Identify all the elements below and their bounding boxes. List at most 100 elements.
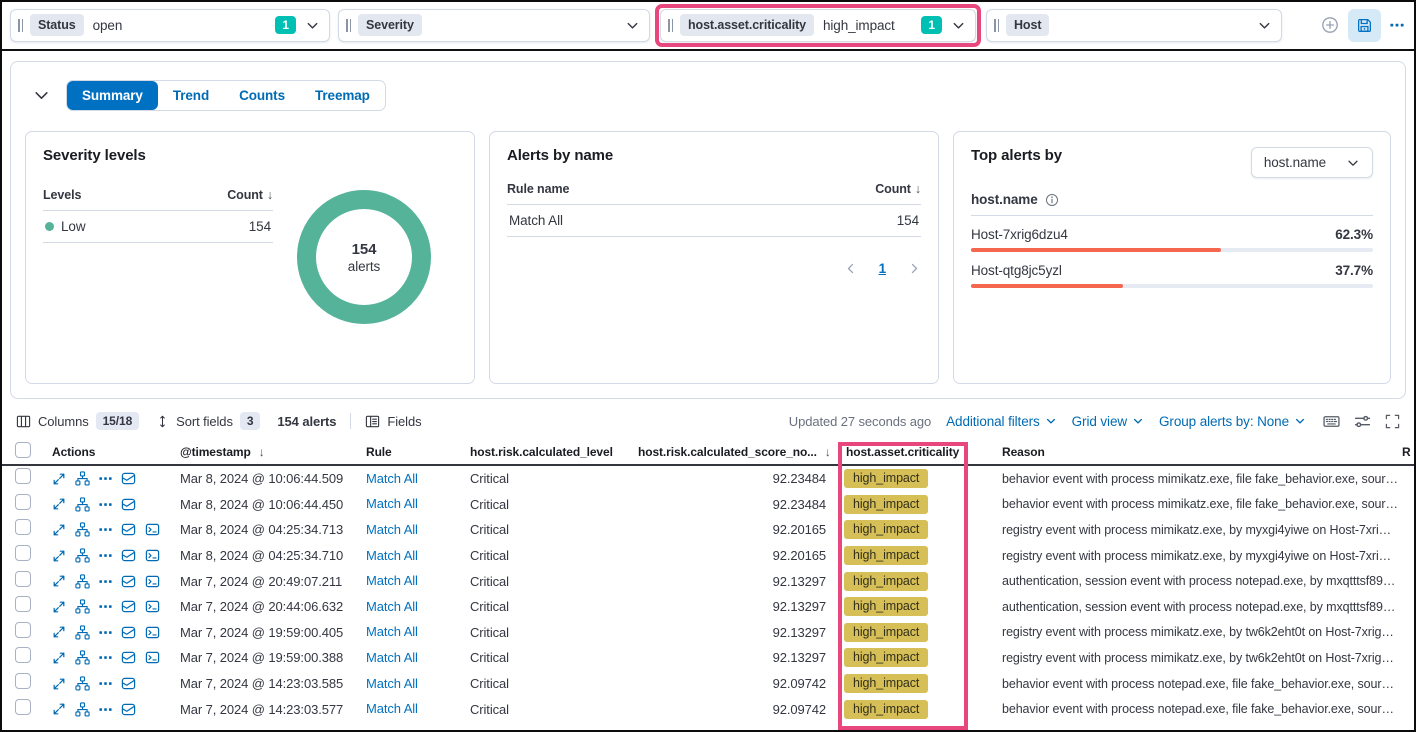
rule-link[interactable]: Match All xyxy=(366,573,418,589)
rule-link[interactable]: Match All xyxy=(366,624,418,640)
investigate-in-timeline-icon[interactable] xyxy=(121,625,136,640)
more-actions-icon[interactable] xyxy=(99,626,112,639)
row-checkbox[interactable] xyxy=(15,570,31,587)
analyze-event-icon[interactable] xyxy=(75,471,90,486)
more-actions-icon[interactable] xyxy=(99,523,112,536)
next-page-icon[interactable] xyxy=(908,262,921,275)
session-view-icon[interactable] xyxy=(145,522,160,537)
row-checkbox[interactable] xyxy=(15,493,31,510)
tab-trend[interactable]: Trend xyxy=(158,81,224,110)
row-checkbox[interactable] xyxy=(15,673,31,690)
session-view-icon[interactable] xyxy=(145,650,160,665)
display-options-icon[interactable] xyxy=(1354,413,1371,430)
more-actions-icon[interactable] xyxy=(99,549,112,562)
more-actions-icon[interactable] xyxy=(99,575,112,588)
expand-alert-icon[interactable] xyxy=(52,677,66,691)
investigate-in-timeline-icon[interactable] xyxy=(121,702,136,717)
expand-alert-icon[interactable] xyxy=(52,702,66,716)
investigate-in-timeline-icon[interactable] xyxy=(121,650,136,665)
row-checkbox[interactable] xyxy=(15,647,31,664)
drag-handle-icon[interactable] xyxy=(994,18,999,32)
row-checkbox[interactable] xyxy=(15,596,31,613)
collapse-chevron-icon[interactable] xyxy=(33,87,50,104)
investigate-in-timeline-icon[interactable] xyxy=(121,471,136,486)
rule-link[interactable]: Match All xyxy=(366,649,418,665)
filter-criticality[interactable]: host.asset.criticality high_impact 1 xyxy=(660,8,976,42)
row-checkbox[interactable] xyxy=(15,545,31,562)
drag-handle-icon[interactable] xyxy=(668,18,673,32)
grid-view-button[interactable]: Grid view xyxy=(1072,414,1144,429)
more-actions-icon[interactable] xyxy=(99,677,112,690)
investigate-in-timeline-icon[interactable] xyxy=(121,522,136,537)
more-actions-icon[interactable] xyxy=(99,600,112,613)
header-rule[interactable]: Rule xyxy=(366,444,392,459)
save-button[interactable] xyxy=(1348,8,1381,42)
more-actions-icon[interactable] xyxy=(99,703,112,716)
analyze-event-icon[interactable] xyxy=(75,522,90,537)
session-view-icon[interactable] xyxy=(145,599,160,614)
session-view-icon[interactable] xyxy=(145,574,160,589)
session-view-icon[interactable] xyxy=(145,625,160,640)
row-checkbox[interactable] xyxy=(15,468,31,485)
analyze-event-icon[interactable] xyxy=(75,676,90,691)
investigate-in-timeline-icon[interactable] xyxy=(121,599,136,614)
rule-link[interactable]: Match All xyxy=(366,598,418,614)
session-view-icon[interactable] xyxy=(145,548,160,563)
fields-button[interactable]: Fields xyxy=(365,414,422,429)
group-alerts-button[interactable]: Group alerts by: None xyxy=(1159,414,1306,429)
drag-handle-icon[interactable] xyxy=(346,18,351,32)
info-icon[interactable] xyxy=(1045,193,1059,207)
fullscreen-icon[interactable] xyxy=(1385,414,1400,429)
expand-alert-icon[interactable] xyxy=(52,497,66,511)
additional-filters-button[interactable]: Additional filters xyxy=(946,414,1057,429)
row-checkbox[interactable] xyxy=(15,621,31,638)
analyze-event-icon[interactable] xyxy=(75,625,90,640)
analyze-event-icon[interactable] xyxy=(75,702,90,717)
expand-alert-icon[interactable] xyxy=(52,523,66,537)
header-timestamp[interactable]: @timestamp ↓ xyxy=(180,444,265,459)
more-actions-icon[interactable] xyxy=(99,472,112,485)
rule-link[interactable]: Match All xyxy=(366,675,418,691)
analyze-event-icon[interactable] xyxy=(75,497,90,512)
expand-alert-icon[interactable] xyxy=(52,625,66,639)
investigate-in-timeline-icon[interactable] xyxy=(121,574,136,589)
analyze-event-icon[interactable] xyxy=(75,574,90,589)
rule-link[interactable]: Match All xyxy=(366,470,418,486)
analyze-event-icon[interactable] xyxy=(75,650,90,665)
analyze-event-icon[interactable] xyxy=(75,599,90,614)
tab-treemap[interactable]: Treemap xyxy=(300,81,385,110)
filter-host[interactable]: Host xyxy=(986,8,1282,42)
tab-counts[interactable]: Counts xyxy=(224,81,300,110)
expand-alert-icon[interactable] xyxy=(52,549,66,563)
header-risk-level[interactable]: host.risk.calculated_level xyxy=(470,444,613,459)
expand-alert-icon[interactable] xyxy=(52,600,66,614)
more-options-icon[interactable] xyxy=(1390,18,1404,32)
filter-status[interactable]: Status open 1 xyxy=(10,8,330,42)
columns-button[interactable]: Columns 15/18 xyxy=(16,412,140,430)
expand-alert-icon[interactable] xyxy=(52,651,66,665)
rule-link[interactable]: Match All xyxy=(366,547,418,563)
keyboard-shortcuts-icon[interactable] xyxy=(1323,413,1340,430)
add-filter-icon[interactable] xyxy=(1321,16,1339,34)
tab-summary[interactable]: Summary xyxy=(67,81,158,110)
analyze-event-icon[interactable] xyxy=(75,548,90,563)
header-criticality[interactable]: host.asset.criticality xyxy=(846,444,960,459)
top-alerts-field-select[interactable]: host.name xyxy=(1250,147,1373,178)
previous-page-icon[interactable] xyxy=(844,262,857,275)
sort-fields-button[interactable]: Sort fields 3 xyxy=(156,412,261,430)
investigate-in-timeline-icon[interactable] xyxy=(121,548,136,563)
investigate-in-timeline-icon[interactable] xyxy=(121,676,136,691)
more-actions-icon[interactable] xyxy=(99,651,112,664)
rule-link[interactable]: Match All xyxy=(366,496,418,512)
drag-handle-icon[interactable] xyxy=(18,18,23,32)
column-header-count[interactable]: Count ↓ xyxy=(875,182,921,196)
header-reason[interactable]: Reason xyxy=(1002,444,1045,459)
expand-alert-icon[interactable] xyxy=(52,472,66,486)
investigate-in-timeline-icon[interactable] xyxy=(121,497,136,512)
row-checkbox[interactable] xyxy=(15,698,31,715)
expand-alert-icon[interactable] xyxy=(52,574,66,588)
rule-link[interactable]: Match All xyxy=(366,701,418,717)
page-number[interactable]: 1 xyxy=(878,261,887,276)
header-risk-score[interactable]: host.risk.calculated_score_no... ↓ xyxy=(638,444,831,459)
rule-link[interactable]: Match All xyxy=(366,521,418,537)
